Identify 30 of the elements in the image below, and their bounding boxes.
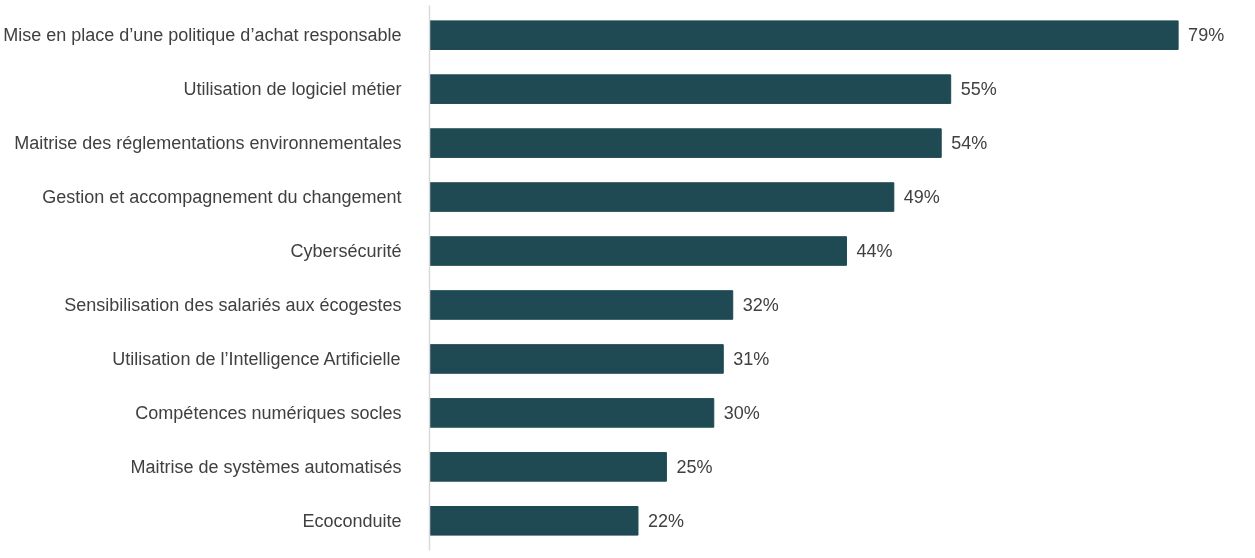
bar	[429, 506, 639, 536]
y-tick-label: Maitrise de systèmes automatisés	[130, 456, 402, 477]
bar	[429, 344, 724, 374]
y-tick-label: Compétences numériques socles	[135, 402, 402, 423]
bar	[429, 20, 1179, 50]
data-label: 32%	[742, 294, 779, 315]
y-tick-label: Maitrise des réglementations environnementales	[14, 133, 402, 154]
data-label: 22%	[647, 510, 685, 531]
bar	[429, 290, 734, 320]
data-label: 55%	[960, 79, 997, 100]
y-tick-label: Ecoconduite	[302, 510, 402, 531]
y-tick-label: Mise en place d’une politique d’achat responsable	[3, 25, 402, 46]
y-tick-label: Gestion et accompagnement du changement	[42, 187, 402, 208]
data-label: 31%	[733, 348, 770, 369]
data-label: 79%	[1188, 25, 1225, 46]
bar	[429, 74, 952, 104]
y-tick-label: Utilisation de l’Intelligence Artificielle	[112, 348, 401, 369]
y-tick-label: Cybersécurité	[290, 241, 402, 262]
bar	[429, 398, 715, 428]
y-tick-label: Sensibilisation des salariés aux écogestes	[64, 294, 402, 315]
bar	[429, 452, 667, 482]
data-label: 25%	[676, 456, 713, 477]
data-label: 30%	[723, 402, 760, 423]
bar	[429, 128, 942, 158]
bar	[429, 236, 847, 266]
data-label: 49%	[903, 187, 940, 208]
bar	[429, 182, 895, 212]
data-label: 54%	[951, 133, 988, 154]
data-label: 44%	[856, 241, 893, 262]
y-tick-label: Utilisation de logiciel métier	[183, 79, 402, 100]
